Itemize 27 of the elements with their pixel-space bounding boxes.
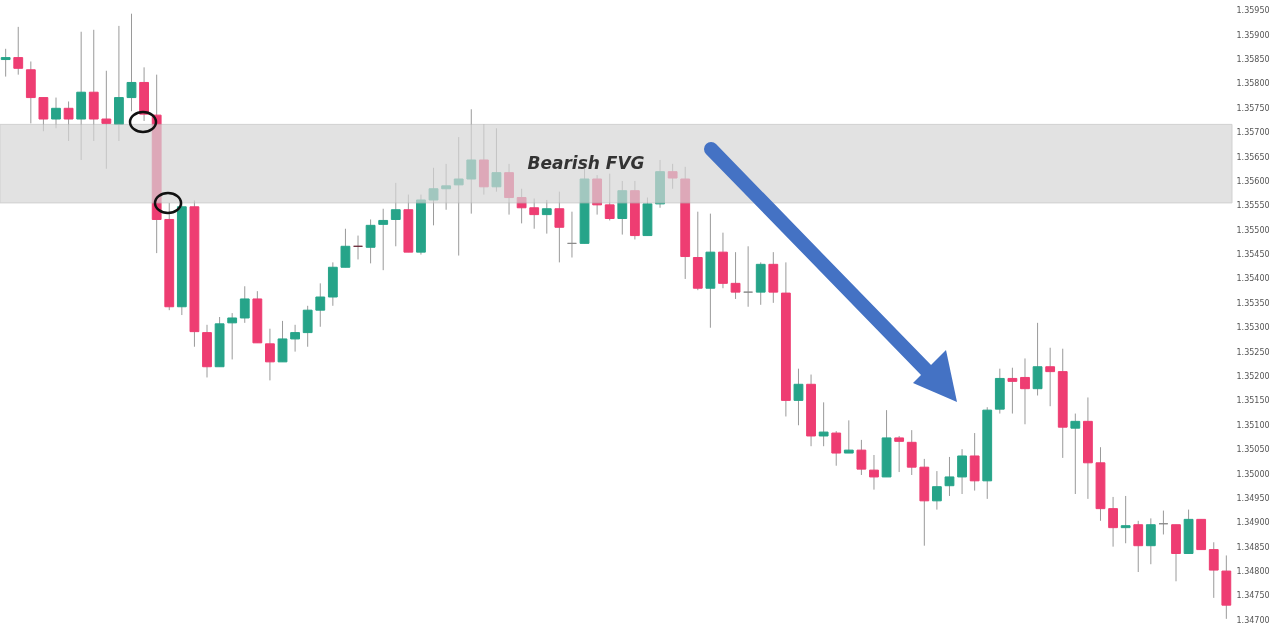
y-tick-label: 1.35500 [1236,225,1270,235]
y-tick-label: 1.35350 [1236,298,1270,308]
y-tick-label: 1.35900 [1236,30,1270,40]
y-tick-label: 1.34900 [1236,518,1270,528]
y-tick-label: 1.35300 [1236,323,1270,333]
y-tick-label: 1.35950 [1236,6,1270,16]
y-tick-label: 1.34800 [1236,567,1270,577]
y-tick-label: 1.35750 [1236,103,1270,113]
y-tick-label: 1.35700 [1236,128,1270,138]
y-tick-label: 1.34850 [1236,542,1270,552]
y-tick-label: 1.35250 [1236,347,1270,357]
y-tick-label: 1.34700 [1236,615,1270,625]
y-tick-label: 1.35850 [1236,55,1270,65]
y-tick-label: 1.35800 [1236,79,1270,89]
y-tick-label: 1.35600 [1236,176,1270,186]
y-tick-label: 1.35100 [1236,420,1270,430]
y-tick-label: 1.35550 [1236,201,1270,211]
y-tick-label: 1.35000 [1236,469,1270,479]
y-tick-label: 1.35650 [1236,152,1270,162]
y-tick-label: 1.35150 [1236,396,1270,406]
y-tick-label: 1.35200 [1236,371,1270,381]
y-tick-label: 1.35050 [1236,445,1270,455]
band-label: Bearish FVG [527,152,645,173]
y-tick-label: 1.35450 [1236,250,1270,260]
y-tick-label: 1.34750 [1236,591,1270,601]
y-tick-label: 1.35400 [1236,274,1270,284]
y-tick-label: 1.34950 [1236,493,1270,503]
